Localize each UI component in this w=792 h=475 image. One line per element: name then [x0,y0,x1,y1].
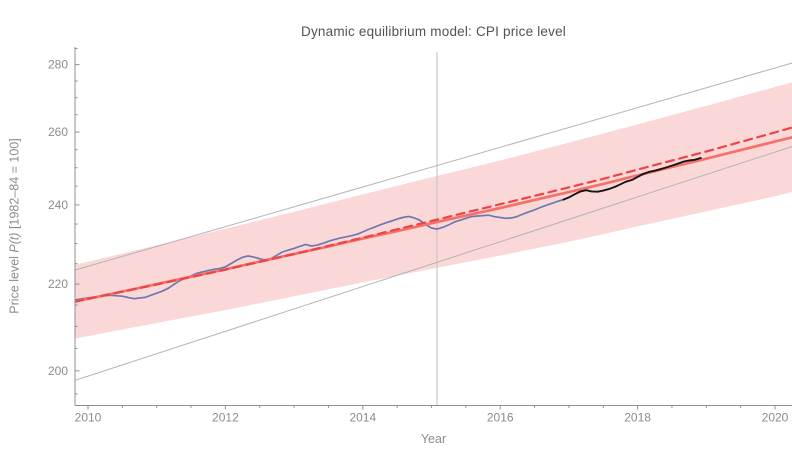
y-tick-label: 220 [48,277,68,291]
x-tick-label: 2016 [487,411,514,425]
equilibrium-line-lower-gray [75,146,792,381]
x-tick-label: 2014 [349,411,376,425]
model-forecast-dashed [75,126,792,303]
y-axis-label-box: Price level P(t) [1982–84 = 100] [0,47,30,405]
plot-content [75,52,792,406]
y-axis-label: Price level P(t) [1982–84 = 100] [8,138,22,313]
y-label-suffix: [1982–84 = 100] [8,138,22,233]
equilibrium-line-upper-gray [75,62,792,271]
x-tick-label: 2020 [762,411,789,425]
cpi-data-black [562,157,702,201]
x-tick-label: 2010 [75,411,102,425]
chart-title: Dynamic equilibrium model: CPI price lev… [301,24,566,39]
y-tick-label: 280 [48,58,68,72]
y-tick-label: 260 [48,125,68,139]
y-label-prefix: Price level [8,252,22,314]
y-label-math: P(t) [8,232,22,253]
x-axis-label: Year [420,432,447,446]
x-tick-label: 2018 [624,411,651,425]
y-tick-label: 240 [48,198,68,212]
y-tick-label: 200 [48,364,68,378]
x-tick-label: 2012 [212,411,239,425]
confidence-band [75,82,792,339]
